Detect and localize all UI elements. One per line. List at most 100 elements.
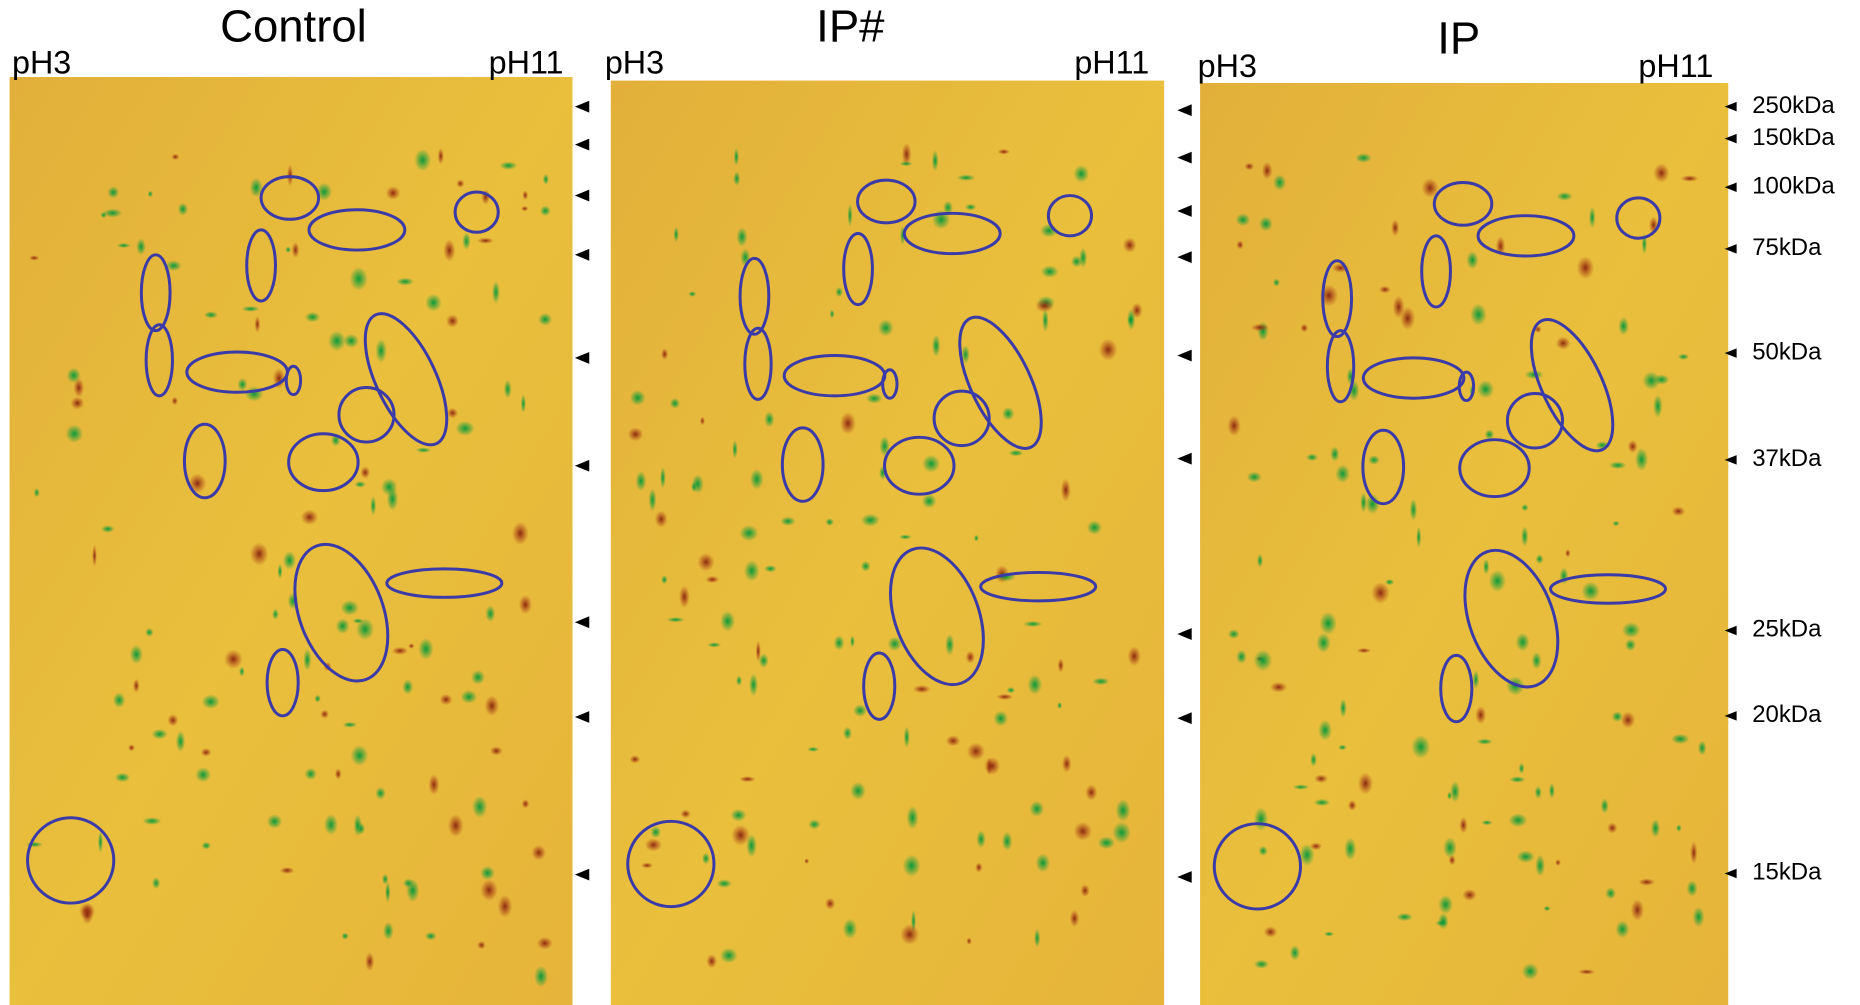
marker-arrow [574, 351, 590, 364]
protein-spot [350, 745, 369, 766]
marker-arrow [574, 459, 590, 472]
protein-spot [1002, 407, 1015, 421]
highlight-ellipse [1361, 428, 1406, 506]
protein-spot [736, 227, 748, 247]
protein-spot [997, 148, 1010, 155]
protein-spot [1638, 878, 1656, 886]
protein-spot [922, 454, 941, 473]
protein-spot [385, 186, 401, 200]
protein-spot [28, 255, 40, 261]
protein-spot [699, 416, 705, 426]
marker-label: 250kDa [1752, 92, 1835, 119]
protein-spot [1615, 920, 1630, 939]
protein-spot [167, 714, 179, 727]
marker-arrow [1724, 625, 1737, 636]
protein-spot [314, 694, 321, 703]
protein-spot [931, 334, 941, 357]
protein-spot [739, 776, 756, 783]
protein-spot [386, 487, 399, 511]
protein-spot [370, 496, 377, 516]
protein-spot [1477, 380, 1495, 399]
protein-spot [1122, 237, 1137, 253]
protein-spot [1521, 526, 1529, 547]
protein-spot [1330, 446, 1340, 462]
highlight-ellipse [144, 323, 174, 398]
protein-spot [1484, 429, 1495, 440]
protein-spot [499, 161, 518, 170]
protein-spot [1316, 632, 1331, 653]
highlight-ellipse [1615, 196, 1662, 240]
protein-spot [1692, 906, 1705, 928]
protein-spot [443, 239, 456, 262]
protein-spot [1335, 464, 1350, 483]
protein-spot [472, 795, 488, 818]
protein-spot [973, 534, 979, 542]
protein-spot [352, 618, 364, 624]
protein-spot [536, 936, 553, 950]
protein-spot [661, 575, 668, 585]
protein-spot [736, 675, 743, 686]
protein-spot [1607, 822, 1618, 834]
protein-spot [764, 411, 775, 428]
protein-spot [1534, 785, 1542, 799]
protein-spot [151, 728, 168, 740]
protein-spot [477, 940, 486, 950]
marker-arrow [1724, 455, 1737, 465]
protein-spot [1355, 153, 1372, 163]
highlight-ellipse [453, 190, 500, 234]
protein-spot [1079, 247, 1088, 268]
protein-spot [842, 918, 858, 939]
ph-left-label: pH3 [1198, 48, 1257, 84]
protein-spot [1630, 899, 1645, 921]
protein-spot [945, 633, 955, 656]
protein-spot [303, 648, 312, 671]
protein-spot [1040, 265, 1059, 278]
protein-spot [983, 756, 1001, 775]
protein-spot [538, 312, 553, 326]
highlight-ellipse [979, 570, 1098, 603]
protein-spot [25, 841, 44, 848]
protein-spot [324, 814, 338, 836]
protein-spot [353, 814, 362, 837]
protein-spot [1319, 611, 1337, 635]
protein-spot [1092, 677, 1110, 686]
protein-spot [518, 594, 533, 615]
marker-label: 150kDa [1752, 124, 1835, 151]
protein-spot [1236, 240, 1244, 250]
gel-panel [610, 80, 1165, 1005]
protein-spot [878, 319, 894, 337]
protein-spot [1314, 774, 1329, 783]
protein-spot [1112, 821, 1131, 844]
protein-spot [204, 311, 219, 319]
protein-spot [237, 378, 248, 391]
marker-arrow [1724, 348, 1737, 358]
protein-spot [680, 809, 691, 819]
protein-spot [1588, 206, 1596, 229]
protein-spot [1443, 837, 1457, 859]
highlight-ellipse [1457, 370, 1476, 403]
protein-spot [1556, 192, 1573, 201]
protein-spot [439, 693, 453, 706]
protein-spot [128, 744, 136, 752]
protein-spot [1576, 256, 1595, 280]
highlight-ellipse [287, 432, 360, 493]
protein-spot [835, 287, 844, 298]
protein-spot [900, 923, 920, 945]
protein-spot [391, 646, 409, 655]
protein-spot [1027, 674, 1043, 695]
protein-spot [1035, 299, 1054, 313]
protein-spot [705, 575, 720, 584]
protein-spot [1258, 845, 1268, 856]
protein-spot [1001, 831, 1013, 851]
protein-spot [1097, 836, 1116, 850]
protein-spot [1256, 553, 1263, 568]
protein-spot [477, 237, 494, 244]
protein-spot [669, 397, 680, 409]
gel-panel [9, 77, 573, 1005]
protein-spot [534, 965, 549, 988]
highlight-ellipse [265, 647, 300, 718]
highlight-ellipse [1476, 214, 1576, 258]
protein-spot [114, 772, 131, 783]
protein-spot [531, 844, 547, 861]
marker-arrow [1724, 711, 1737, 721]
